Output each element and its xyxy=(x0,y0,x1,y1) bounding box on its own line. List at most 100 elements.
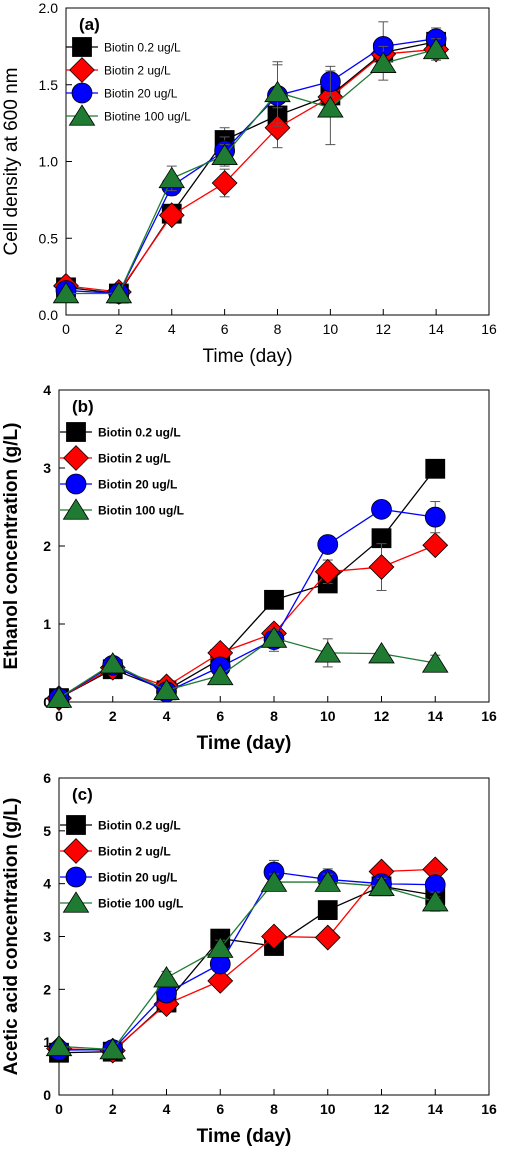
panel-label: (c) xyxy=(72,785,93,804)
x-tick-label: 2 xyxy=(109,1101,117,1117)
x-tick-label: 4 xyxy=(163,708,171,724)
data-point xyxy=(45,1034,73,1057)
legend-marker xyxy=(68,104,96,126)
x-tick-label: 2 xyxy=(115,321,123,337)
legend-marker xyxy=(63,838,89,864)
data-point xyxy=(264,589,284,610)
legend: Biotin 0.2 ug/L Biotin 2 ug/L Biotin 20 ug… xyxy=(66,37,191,126)
data-point xyxy=(211,143,238,166)
data-point xyxy=(314,641,342,663)
data-point xyxy=(105,281,133,304)
data-point xyxy=(158,166,186,189)
legend-marker xyxy=(62,891,90,913)
legend-marker xyxy=(69,57,95,83)
data-point xyxy=(425,458,446,479)
y-tick-label: 0 xyxy=(43,1087,51,1103)
y-tick-label: 0 xyxy=(43,694,51,710)
x-tick-label: 12 xyxy=(375,321,391,337)
legend-marker xyxy=(66,422,86,442)
data-point xyxy=(261,923,287,950)
series-line xyxy=(58,885,436,1054)
data-point xyxy=(99,1037,127,1060)
legend-label: Biotin 100 ug/L xyxy=(98,504,184,518)
data-point xyxy=(206,936,234,958)
legend-marker xyxy=(71,82,93,104)
data-point xyxy=(207,967,234,994)
data-point xyxy=(368,874,395,896)
legend-marker xyxy=(63,445,89,471)
y-tick-label: 3 xyxy=(43,460,51,476)
series-4 xyxy=(52,37,450,304)
data-point xyxy=(206,663,234,686)
x-tick-label: 8 xyxy=(274,321,282,337)
data-point xyxy=(424,506,446,528)
x-tick-label: 2 xyxy=(109,708,117,724)
y-tick-label: 1 xyxy=(43,1034,51,1050)
data-point xyxy=(99,652,127,674)
y-tick-label: 2 xyxy=(43,981,51,997)
legend-label: Biotin 20 ug/L xyxy=(98,478,177,492)
data-point xyxy=(314,924,341,951)
legend: Biotin 0.2 ug/L Biotin 2 ug/L Biotin 20 ug… xyxy=(60,422,184,520)
legend-label: Biotin 2 ug/L xyxy=(98,845,171,859)
x-tick-label: 0 xyxy=(55,1101,63,1117)
data-point xyxy=(314,870,342,892)
series-4 xyxy=(45,626,449,708)
x-tick-label: 10 xyxy=(320,1101,336,1117)
legend-marker xyxy=(72,37,92,57)
data-point xyxy=(317,900,338,920)
x-axis-title: Time (day) xyxy=(202,346,292,367)
y-tick-label: 1.5 xyxy=(39,77,59,93)
x-tick-label: 12 xyxy=(374,1101,390,1117)
panel-label: (a) xyxy=(79,15,100,34)
data-point xyxy=(369,51,397,73)
legend-label: Biotin 0.2 ug/L xyxy=(104,41,181,55)
data-point xyxy=(368,641,395,664)
data-point xyxy=(260,870,288,892)
x-tick-label: 14 xyxy=(427,708,443,724)
series-line xyxy=(65,41,437,295)
data-point xyxy=(421,651,449,673)
legend-marker xyxy=(65,473,87,495)
x-tick-label: 6 xyxy=(221,321,229,337)
chart-panel-1: 0 2 4 6 8 10 12 14 16 0.0 0.5 1.0 1.5 2.0 Time (day) Ce… xyxy=(1,0,497,367)
data-point xyxy=(317,96,344,118)
x-axis-title: Time (day) xyxy=(197,1126,292,1147)
x-tick-label: 14 xyxy=(427,1101,443,1117)
y-tick-label: 2 xyxy=(43,538,51,554)
legend: Biotin 0.2 ug/L Biotin 2 ug/L Biotin 20 ug… xyxy=(60,815,183,913)
panel-label: (b) xyxy=(72,397,94,416)
y-tick-label: 1.0 xyxy=(39,154,59,170)
y-tick-label: 0.0 xyxy=(39,307,59,323)
legend-label: Biotin 20 ug/L xyxy=(104,87,178,101)
x-tick-label: 6 xyxy=(216,1101,224,1117)
data-point xyxy=(211,170,238,196)
x-tick-label: 0 xyxy=(55,708,63,724)
y-axis-title: Cell density at 600 nm xyxy=(1,68,22,256)
legend-marker xyxy=(66,815,86,835)
series-2 xyxy=(46,532,449,712)
legend-label: Biotie 100 ug/L xyxy=(98,897,183,911)
x-tick-label: 16 xyxy=(481,708,497,724)
x-tick-label: 10 xyxy=(323,321,339,337)
x-tick-label: 16 xyxy=(481,321,497,337)
series-line xyxy=(58,881,436,1051)
data-point xyxy=(371,498,392,520)
x-tick-label: 14 xyxy=(428,321,444,337)
y-tick-label: 1 xyxy=(43,616,51,632)
y-tick-label: 3 xyxy=(43,929,51,945)
y-tick-label: 4 xyxy=(43,382,51,398)
data-point xyxy=(153,966,180,988)
data-point xyxy=(314,558,341,585)
data-point xyxy=(52,281,80,304)
data-point xyxy=(264,114,291,141)
series-4 xyxy=(45,870,449,1060)
legend-label: Biotin 20 ug/L xyxy=(98,871,177,885)
y-tick-label: 2.0 xyxy=(39,0,59,16)
data-point xyxy=(368,554,395,580)
y-tick-label: 6 xyxy=(43,770,51,786)
legend-label: Biotine 100 ug/L xyxy=(104,110,191,124)
legend-label: Biotin 2 ug/L xyxy=(98,452,171,466)
legend-marker xyxy=(62,498,90,520)
